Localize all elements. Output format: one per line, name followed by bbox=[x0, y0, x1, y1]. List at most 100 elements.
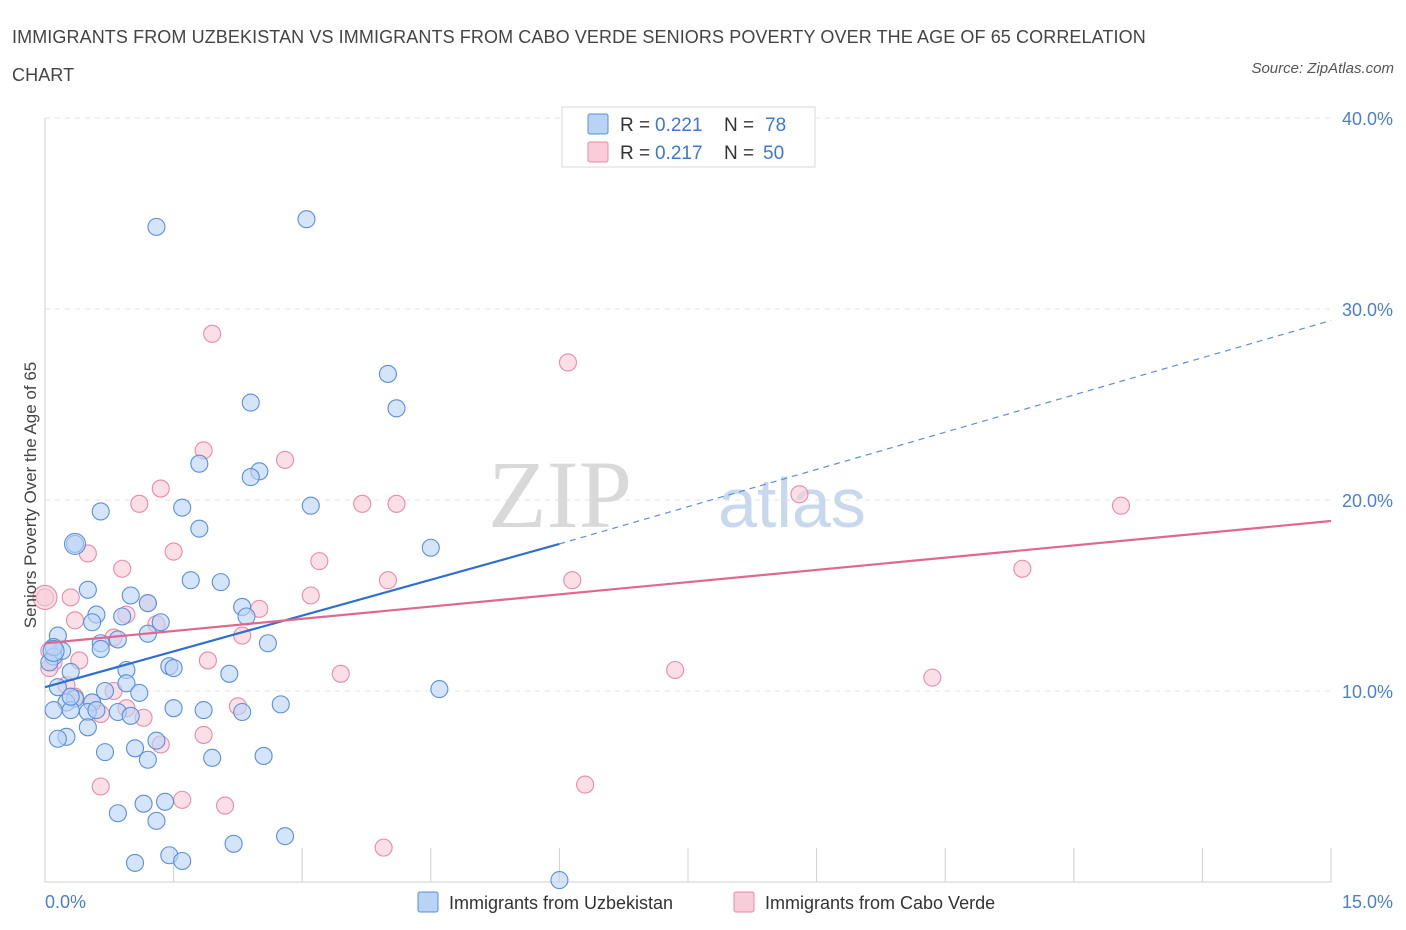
uzbekistan-point bbox=[190, 454, 209, 473]
axes bbox=[44, 118, 1332, 883]
cabo-verde-point bbox=[1013, 559, 1032, 578]
uzbekistan-point bbox=[241, 468, 260, 487]
uzbekistan-point bbox=[83, 613, 102, 632]
cabo-verde-point bbox=[387, 494, 406, 513]
cabo-verde-point bbox=[374, 838, 393, 857]
cabo-verde-point bbox=[215, 796, 235, 815]
cabo-verde-point bbox=[563, 571, 582, 590]
cabo-verde-point bbox=[65, 611, 85, 630]
uzbekistan-point bbox=[125, 853, 145, 872]
cabo-verde-point bbox=[164, 542, 183, 561]
cabo-verde-point bbox=[310, 552, 329, 571]
cabo-verde-point bbox=[790, 485, 809, 504]
uzbekistan-point bbox=[95, 681, 115, 701]
trend-lines bbox=[44, 319, 1332, 689]
uzbekistan-point bbox=[241, 393, 260, 412]
legend-n-value: 50 bbox=[763, 143, 784, 164]
uzbekistan-point bbox=[63, 532, 87, 555]
uzbekistan-point bbox=[147, 811, 166, 830]
uzbekistan-point bbox=[430, 680, 449, 699]
uzbekistan-point bbox=[378, 364, 397, 383]
cabo-verde-point bbox=[331, 664, 350, 683]
uzbekistan-point bbox=[138, 750, 157, 769]
cabo-verde-point bbox=[276, 450, 295, 469]
watermark: ZIP atlas bbox=[488, 441, 866, 548]
uzbekistan-point bbox=[91, 502, 110, 521]
uzbekistan-point bbox=[108, 630, 127, 649]
uzbekistan-point bbox=[297, 210, 316, 229]
uzbekistan-point bbox=[151, 613, 170, 632]
cabo-verde-point bbox=[151, 479, 170, 498]
cabo-verde-point bbox=[91, 777, 110, 796]
cabo-verde-point bbox=[1111, 496, 1131, 515]
cabo-verde-point bbox=[301, 586, 320, 605]
watermark-atlas: atlas bbox=[718, 464, 866, 542]
uzbekistan-point bbox=[138, 594, 157, 613]
uzbekistan-point bbox=[155, 792, 175, 811]
cabo-verde-point bbox=[198, 651, 217, 670]
x-tick-label: 0.0% bbox=[45, 892, 86, 912]
uzbekistan-point bbox=[550, 871, 569, 890]
chart-title: IMMIGRANTS FROM UZBEKISTAN VS IMMIGRANTS… bbox=[12, 27, 1146, 85]
cabo-verde-point bbox=[203, 324, 222, 343]
y-tick-label: 20.0% bbox=[1342, 491, 1393, 511]
uzbekistan-point bbox=[147, 731, 166, 750]
cabo-verde-point bbox=[130, 494, 149, 513]
uzbekistan-point bbox=[44, 701, 63, 720]
legend-swatch-blue bbox=[587, 113, 609, 135]
series-legend: Immigrants from Uzbekistan Immigrants fr… bbox=[417, 891, 995, 913]
uzbekistan-point bbox=[181, 571, 200, 590]
legend-n-label: N = bbox=[724, 115, 754, 136]
uzbekistan-point bbox=[78, 580, 97, 599]
x-tick-label: 15.0% bbox=[1342, 892, 1393, 912]
legend-r-value: 0.221 bbox=[655, 115, 703, 136]
watermark-zip: ZIP bbox=[488, 441, 632, 548]
cabo-verde-point bbox=[113, 559, 132, 578]
uzbekistan-point bbox=[95, 743, 115, 762]
legend-label-uzbekistan: Immigrants from Uzbekistan bbox=[449, 893, 673, 913]
y-tick-label: 40.0% bbox=[1342, 109, 1393, 129]
legend-r-value: 0.217 bbox=[655, 143, 703, 164]
legend-swatch-cabo-verde bbox=[733, 891, 755, 913]
uzbekistan-point bbox=[48, 729, 67, 748]
uzbekistan-trend-extension bbox=[559, 319, 1332, 545]
uzbekistan-point bbox=[276, 827, 295, 846]
uzbekistan-point bbox=[78, 718, 97, 737]
legend-swatch-uzbekistan bbox=[417, 891, 439, 913]
correlation-legend: R = 0.221 N = 78 R = 0.217 N = 50 bbox=[561, 106, 816, 168]
uzbekistan-point bbox=[164, 659, 183, 678]
uzbekistan-point bbox=[117, 674, 136, 693]
series-uzbekistan-points bbox=[40, 210, 569, 890]
x-tick-labels: 0.0% 15.0% bbox=[45, 892, 1393, 912]
uzbekistan-point bbox=[125, 739, 145, 758]
cabo-verde-point bbox=[923, 668, 942, 687]
uzbekistan-point bbox=[194, 701, 213, 720]
uzbekistan-point bbox=[224, 834, 243, 853]
uzbekistan-point bbox=[87, 701, 106, 720]
cabo-verde-point bbox=[576, 775, 595, 794]
cabo-verde-point bbox=[558, 353, 578, 372]
cabo-verde-point bbox=[353, 494, 372, 513]
uzbekistan-point bbox=[301, 496, 320, 515]
cabo-verde-point bbox=[194, 725, 213, 744]
uzbekistan-point bbox=[121, 586, 140, 605]
uzbekistan-point bbox=[387, 399, 406, 418]
legend-n-label: N = bbox=[724, 143, 754, 164]
uzbekistan-point bbox=[211, 573, 230, 592]
y-axis-label: Seniors Poverty Over the Age of 65 bbox=[21, 362, 40, 628]
uzbekistan-point bbox=[173, 851, 192, 871]
cabo-verde-point bbox=[378, 571, 397, 590]
uzbekistan-trend-line bbox=[44, 542, 560, 689]
cabo-verde-trend-line bbox=[44, 519, 1332, 645]
y-tick-labels: 10.0% 20.0% 30.0% 40.0% bbox=[1342, 109, 1393, 702]
uzbekistan-point bbox=[271, 695, 290, 714]
series-cabo-verde-points bbox=[32, 324, 1131, 857]
uzbekistan-point bbox=[173, 498, 192, 517]
uzbekistan-point bbox=[130, 683, 149, 702]
uzbekistan-point bbox=[164, 699, 183, 718]
legend-r-label: R = bbox=[620, 143, 650, 164]
uzbekistan-point bbox=[61, 687, 80, 706]
cabo-verde-point bbox=[32, 584, 58, 610]
uzbekistan-point bbox=[42, 639, 65, 662]
uzbekistan-point bbox=[233, 702, 252, 722]
